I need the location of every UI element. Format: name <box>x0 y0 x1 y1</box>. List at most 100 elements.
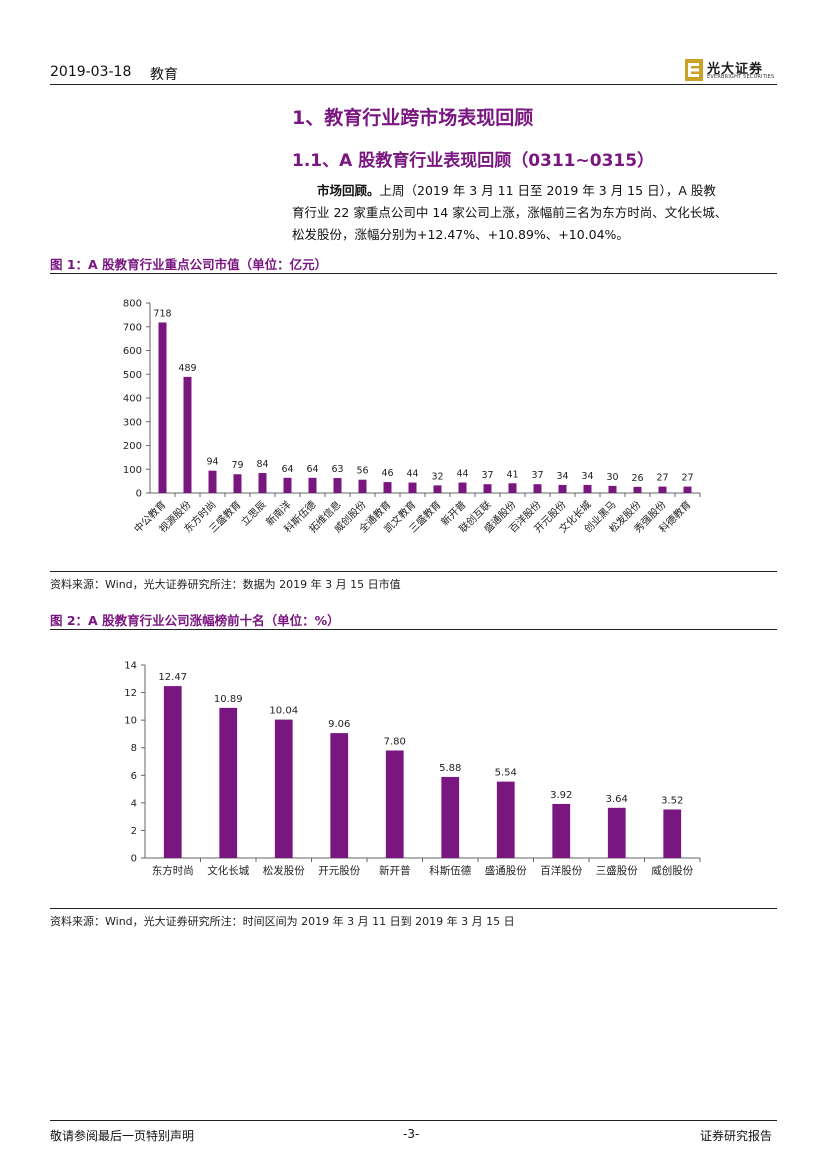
data-label: 37 <box>481 470 493 481</box>
data-label: 9.06 <box>328 719 350 730</box>
data-label: 34 <box>556 471 568 482</box>
bar <box>583 484 592 493</box>
report-sector: 教育 <box>150 67 178 83</box>
y-tick-label: 700 <box>123 322 142 333</box>
figure-1-bottom-rule <box>50 571 777 572</box>
y-tick-label: 14 <box>124 661 137 672</box>
y-tick-label: 800 <box>123 299 142 310</box>
market-cap-chart: 0100200300400500600700800718中公教育489视源股份9… <box>123 299 701 535</box>
bar <box>441 776 460 858</box>
bar <box>533 484 542 493</box>
report-date: 2019-03-18 <box>50 64 132 80</box>
bar <box>358 479 367 493</box>
data-label: 5.88 <box>439 763 461 774</box>
y-tick-label: 4 <box>131 798 137 809</box>
y-tick-label: 6 <box>131 771 137 782</box>
gainers-chart: 0 2 4 6 8 10 12 14 12.47 东方时尚 10.89 文化长城 10.04 松发股份 9.… <box>124 661 701 877</box>
data-label: 63 <box>331 464 343 475</box>
bar <box>283 477 292 493</box>
market-review-paragraph: 市场回顾。上周（2019 年 3 月 11 日至 2019 年 3 月 15 日… <box>292 180 779 246</box>
data-label: 27 <box>681 473 693 484</box>
bar <box>308 477 317 493</box>
page-number: -3- <box>403 1127 420 1141</box>
bar <box>558 484 567 493</box>
bar <box>383 482 392 493</box>
data-label: 44 <box>456 469 468 480</box>
y-tick-label: 8 <box>131 743 137 754</box>
y-tick-label: 0 <box>131 854 137 865</box>
logo-text-en: EVERBRIGHT SECURITIES <box>707 74 775 80</box>
data-label: 7.80 <box>384 736 406 747</box>
category-label: 科斯伍德 <box>429 864 471 877</box>
category-label: 开元股份 <box>318 865 360 877</box>
y-tick-label: 400 <box>123 394 142 405</box>
bar <box>385 750 404 858</box>
bar <box>183 376 192 493</box>
data-label: 5.54 <box>495 768 517 779</box>
y-tick-label: 300 <box>123 417 142 428</box>
bar <box>683 486 692 493</box>
data-label: 44 <box>406 469 418 480</box>
bar <box>208 470 217 493</box>
report-type: 证券研究报告 <box>700 1129 773 1143</box>
bar <box>330 733 349 858</box>
data-label: 64 <box>281 464 293 475</box>
category-label: 东方时尚 <box>152 864 194 877</box>
data-label: 37 <box>531 470 543 481</box>
footer-rule <box>50 1120 777 1121</box>
data-label: 10.04 <box>269 706 298 717</box>
disclaimer-note: 敬请参阅最后一页特别声明 <box>50 1129 195 1143</box>
category-label: 新开普 <box>379 864 411 877</box>
data-label: 64 <box>306 464 318 475</box>
page-header: 2019-03-18 教育 光大证券 EVERBRIGHT SECURITIES <box>50 58 777 84</box>
figure-1-title: 图 1：A 股教育行业重点公司市值（单位：亿元） <box>50 257 328 272</box>
paragraph-line-1: 上周（2019 年 3 月 11 日至 2019 年 3 月 15 日），A 股… <box>379 183 716 198</box>
data-label: 30 <box>606 472 618 483</box>
y-tick-label: 500 <box>123 370 142 381</box>
data-label: 56 <box>356 466 368 477</box>
data-label: 27 <box>656 473 668 484</box>
data-label: 84 <box>256 459 268 470</box>
data-label: 3.52 <box>661 795 683 806</box>
category-label: 威创股份 <box>651 864 693 877</box>
figure-2-top-rule <box>50 629 777 630</box>
data-label: 79 <box>231 460 243 471</box>
data-label: 94 <box>206 457 218 468</box>
y-tick-label: 0 <box>136 489 142 500</box>
data-label: 10.89 <box>214 694 243 705</box>
bar <box>552 803 571 858</box>
y-tick-label: 10 <box>124 716 137 727</box>
bar <box>508 483 517 493</box>
header-rule <box>50 84 777 85</box>
category-label: 松发股份 <box>263 864 305 877</box>
bar <box>219 707 238 858</box>
data-label: 12.47 <box>158 672 187 683</box>
category-label: 盛通股份 <box>485 864 527 877</box>
paragraph-lead: 市场回顾。 <box>317 183 380 198</box>
category-label: 立思辰 <box>238 498 268 528</box>
everbright-logo-icon <box>685 59 703 81</box>
bar <box>496 781 515 858</box>
data-label: 46 <box>381 468 393 479</box>
bar <box>274 719 293 858</box>
bar <box>608 485 617 493</box>
section-heading: 1、教育行业跨市场表现回顾 <box>292 107 534 129</box>
y-tick-label: 12 <box>124 688 137 699</box>
bar <box>658 486 667 493</box>
logo-text-cn: 光大证券 <box>707 62 764 77</box>
bar <box>158 322 167 493</box>
y-tick-label: 200 <box>123 441 142 452</box>
category-label: 文化长城 <box>207 864 249 877</box>
y-tick-label: 2 <box>131 826 137 837</box>
subsection-heading: 1.1、A 股教育行业表现回顾（0311~0315） <box>292 151 655 171</box>
bar <box>663 809 682 858</box>
figure-2-title: 图 2：A 股教育行业公司涨幅榜前十名（单位：%） <box>50 613 340 628</box>
paragraph-line-2: 育行业 22 家重点公司中 14 家公司上涨，涨幅前三名为东方时尚、文化长城、 <box>292 205 728 220</box>
data-label: 3.64 <box>606 794 628 805</box>
data-label: 3.92 <box>550 790 572 801</box>
figure-1-source: 资料来源：Wind，光大证券研究所注：数据为 2019 年 3 月 15 日市值 <box>50 578 401 591</box>
figure-1-top-rule <box>50 273 777 274</box>
data-label: 718 <box>153 308 171 319</box>
paragraph-line-3: 松发股份，涨幅分别为+12.47%、+10.89%、+10.04%。 <box>292 227 629 242</box>
data-label: 41 <box>506 469 518 480</box>
